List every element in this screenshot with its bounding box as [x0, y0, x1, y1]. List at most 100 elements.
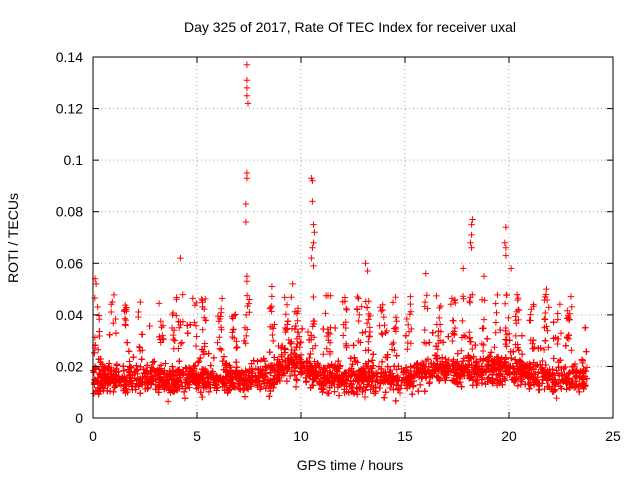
data-point — [104, 387, 111, 395]
data-point — [233, 358, 240, 366]
data-point — [497, 326, 504, 334]
data-point — [176, 358, 183, 365]
data-point — [232, 367, 240, 374]
data-point — [569, 368, 577, 375]
data-point — [316, 381, 324, 388]
data-point — [438, 358, 446, 365]
data-point — [513, 360, 520, 367]
data-point — [200, 351, 208, 358]
data-point — [233, 364, 241, 371]
data-point — [247, 381, 254, 388]
data-point — [470, 353, 477, 360]
data-point — [285, 355, 292, 362]
data-point — [514, 382, 522, 389]
data-point — [319, 388, 326, 396]
data-point — [148, 381, 155, 388]
data-point — [563, 386, 570, 393]
data-point — [127, 379, 135, 387]
data-point — [144, 381, 151, 389]
data-point — [288, 368, 296, 375]
data-point — [352, 358, 359, 365]
data-point — [420, 361, 427, 368]
data-point — [193, 380, 200, 387]
data-point — [181, 395, 189, 402]
data-point — [182, 376, 190, 383]
data-point — [510, 348, 517, 355]
data-point — [281, 349, 289, 356]
data-point — [356, 374, 364, 381]
data-point — [343, 383, 350, 390]
data-point — [472, 377, 479, 384]
data-point — [345, 373, 352, 380]
data-point — [512, 356, 519, 363]
data-point — [378, 365, 385, 373]
data-point — [415, 387, 422, 395]
data-point — [273, 361, 280, 368]
data-point — [489, 377, 496, 384]
data-point — [516, 357, 524, 364]
data-point — [553, 394, 560, 402]
data-point — [242, 367, 249, 374]
data-point — [205, 388, 213, 396]
data-point — [168, 386, 176, 393]
data-point — [256, 378, 263, 385]
data-point — [133, 362, 140, 369]
data-point — [384, 363, 391, 370]
data-point — [293, 377, 301, 384]
data-point — [349, 388, 357, 396]
data-point — [169, 363, 176, 370]
data-point — [91, 381, 98, 388]
data-point — [257, 357, 265, 364]
data-point — [565, 370, 573, 377]
data-point — [224, 389, 231, 396]
data-point — [125, 348, 133, 355]
data-point — [90, 390, 97, 397]
data-point — [425, 363, 432, 370]
data-point — [370, 351, 377, 358]
data-point — [233, 344, 241, 351]
data-point — [498, 355, 505, 362]
data-point — [304, 328, 312, 336]
data-point — [151, 358, 158, 365]
data-point — [309, 381, 316, 389]
data-point — [120, 363, 127, 370]
data-point — [502, 358, 509, 366]
data-point — [370, 384, 377, 391]
data-point — [480, 355, 487, 362]
data-point — [128, 383, 135, 390]
data-point — [97, 355, 104, 363]
data-point — [298, 325, 306, 333]
data-point — [436, 375, 444, 383]
data-point — [297, 351, 305, 359]
data-point — [530, 381, 538, 388]
data-point — [431, 352, 439, 359]
data-point — [361, 393, 369, 401]
data-point — [205, 350, 212, 357]
data-point — [542, 337, 549, 344]
data-point — [558, 365, 565, 373]
data-point — [579, 368, 586, 376]
data-point — [382, 389, 389, 396]
data-point — [349, 361, 356, 368]
data-point — [421, 388, 428, 395]
data-point — [300, 361, 307, 369]
data-point — [159, 376, 167, 383]
data-point — [422, 374, 430, 381]
data-point — [91, 349, 98, 357]
data-point — [473, 358, 480, 365]
data-point — [402, 332, 410, 339]
data-point — [508, 355, 515, 362]
data-point — [246, 366, 253, 373]
data-point — [144, 362, 151, 369]
data-point — [359, 329, 366, 336]
data-point — [426, 378, 433, 386]
data-point — [434, 355, 441, 362]
data-point — [262, 385, 269, 392]
data-point — [562, 342, 569, 349]
data-point — [562, 363, 569, 371]
data-point — [195, 359, 202, 366]
data-point — [583, 348, 590, 355]
data-point — [241, 393, 249, 400]
data-point — [403, 385, 411, 392]
data-point — [284, 318, 292, 325]
